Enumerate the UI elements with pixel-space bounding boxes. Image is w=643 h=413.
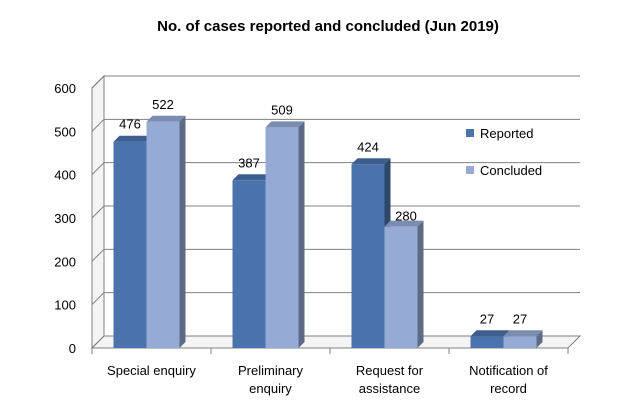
- bar-concluded: [265, 121, 305, 348]
- y-axis-ticks: 0 100 200 300 400 500 600: [54, 81, 76, 356]
- bar-front: [384, 226, 418, 348]
- legend-swatch: [466, 129, 474, 137]
- y-tick-label: 0: [69, 341, 76, 356]
- bar-top: [265, 121, 305, 128]
- bar-front: [351, 164, 385, 348]
- y-tick-label: 600: [54, 81, 76, 96]
- legend-label: Reported: [480, 126, 533, 141]
- bar-top: [384, 220, 424, 227]
- bar-top: [232, 174, 272, 181]
- bar-front: [113, 141, 147, 348]
- y-tick-label: 100: [54, 298, 76, 313]
- bar-front: [470, 336, 504, 348]
- data-label: 424: [357, 139, 379, 154]
- bar-front: [503, 336, 537, 348]
- bar-top: [351, 158, 391, 165]
- bar-concluded: [503, 330, 543, 348]
- category-label: assistance: [359, 381, 420, 396]
- gridline: [91, 205, 580, 219]
- bar-concluded: [146, 115, 186, 348]
- gridline: [91, 162, 580, 176]
- category-label: Notification of: [469, 363, 548, 378]
- category-label: Request for: [356, 363, 424, 378]
- data-labels: 476 522 387 509 424 280 27 27: [119, 97, 527, 326]
- category-label: enquiry: [249, 381, 292, 396]
- bar-side: [536, 330, 543, 348]
- legend: Reported Concluded: [466, 126, 542, 178]
- chart-title: No. of cases reported and concluded (Jun…: [157, 18, 499, 35]
- data-label: 387: [238, 155, 260, 170]
- x-axis-categories: Special enquiry Preliminary enquiry Request…: [91, 348, 569, 396]
- bar-top: [113, 135, 153, 142]
- data-label: 509: [271, 102, 293, 117]
- bar-top: [470, 330, 510, 337]
- data-label: 27: [513, 311, 527, 326]
- legend-label: Concluded: [480, 163, 542, 178]
- bar-front: [146, 121, 180, 348]
- bar-side: [298, 121, 305, 348]
- category-label: Preliminary: [238, 363, 304, 378]
- data-label: 522: [152, 97, 174, 112]
- data-label: 280: [395, 209, 417, 224]
- y-tick-label: 500: [54, 124, 76, 139]
- category-label: Special enquiry: [107, 363, 196, 378]
- bar-side: [179, 115, 186, 348]
- bars: [113, 115, 543, 348]
- gridline: [91, 118, 580, 132]
- bar-front: [265, 127, 299, 348]
- y-tick-label: 200: [54, 254, 76, 269]
- data-label: 27: [480, 311, 494, 326]
- y-tick-label: 300: [54, 211, 76, 226]
- bar-top: [503, 330, 543, 337]
- y-tick-label: 400: [54, 168, 76, 183]
- data-label: 476: [119, 117, 141, 132]
- legend-swatch: [466, 166, 474, 174]
- category-label: record: [490, 381, 527, 396]
- bar-side: [417, 220, 424, 348]
- gridline: [91, 75, 580, 89]
- bar-front: [232, 180, 266, 348]
- bar-top: [146, 115, 186, 122]
- bar-concluded: [384, 220, 424, 348]
